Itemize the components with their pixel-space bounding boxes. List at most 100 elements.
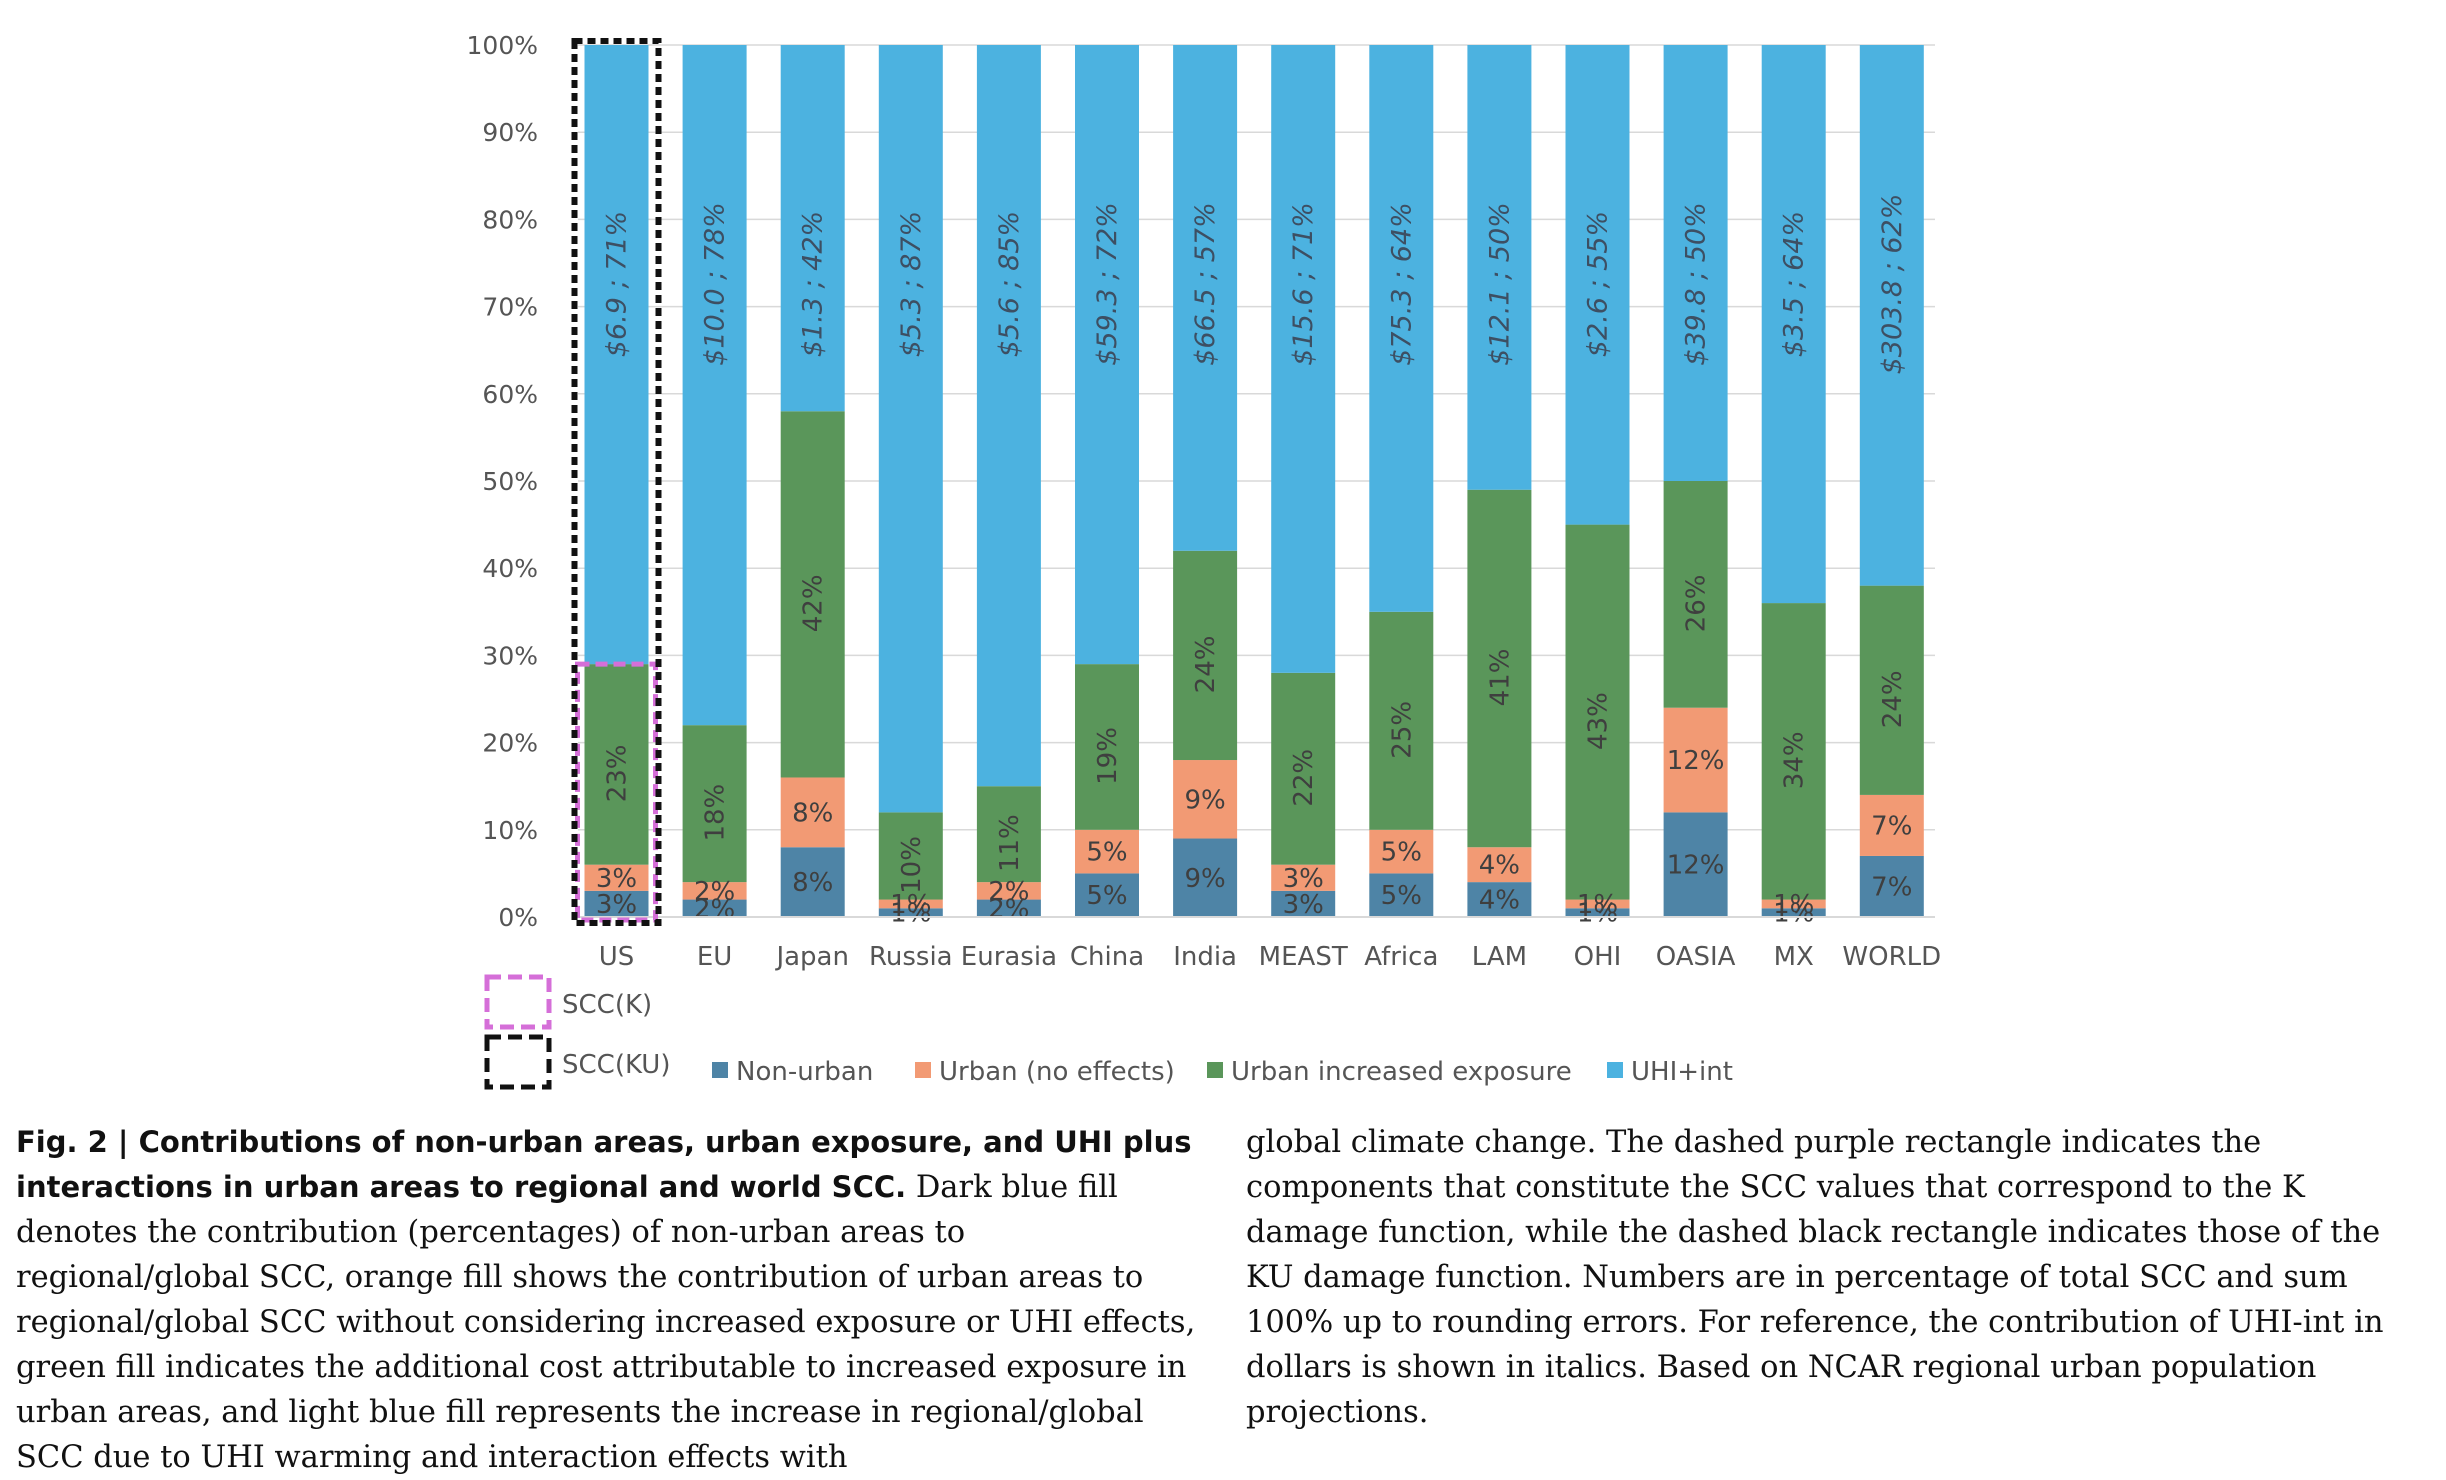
y-tick-label: 90% [482, 118, 538, 147]
x-tick-label: Russia [869, 942, 953, 972]
bar-segment [976, 899, 1041, 917]
bar-segment [976, 786, 1041, 883]
data-label: 24% [1191, 636, 1221, 694]
legend-scc-k-swatch [484, 974, 552, 1030]
uhi-label: $6.9 ; 71% [602, 211, 633, 357]
caption-left-text: Dark blue fill denotes the contribution … [16, 1170, 1196, 1475]
bar-segment [780, 45, 845, 412]
bar-segment [584, 45, 649, 665]
legend-label: UHI+int [1631, 1057, 1733, 1087]
bar-segment [780, 411, 845, 778]
bar-segment [1271, 672, 1336, 865]
x-tick-label: US [599, 942, 635, 972]
x-tick-label: OHI [1574, 942, 1622, 972]
x-tick-label: Africa [1364, 942, 1438, 972]
legend-label: Urban increased exposure [1231, 1057, 1572, 1087]
bar-segment [1859, 585, 1924, 795]
bar-segment [1859, 45, 1924, 586]
bar-segment [878, 908, 943, 917]
bar-segment [878, 45, 943, 813]
bar-segment [1467, 882, 1532, 917]
data-label: 1% [1577, 890, 1618, 920]
data-label: 1% [1773, 899, 1814, 929]
bar-segment [1075, 664, 1139, 830]
bar-segment [1663, 481, 1728, 708]
data-label: 11% [995, 814, 1025, 872]
x-tick-label: LAM [1472, 942, 1527, 972]
y-tick-label: 50% [482, 467, 538, 496]
data-label: 22% [1289, 749, 1319, 807]
x-tick-label: MEAST [1259, 942, 1348, 972]
bar-segment [1565, 899, 1630, 909]
data-label: 1% [1773, 890, 1814, 920]
bar-segment [976, 45, 1041, 787]
x-axis: US EU Japan Russia Eurasia China India MEAST Afr… [578, 916, 1941, 972]
data-label: 2% [694, 877, 735, 907]
bar-segment [1663, 812, 1728, 917]
y-tick-label: 0% [498, 903, 538, 932]
legend-label: Non-urban [736, 1057, 873, 1087]
uhi-label: $2.6 ; 55% [1583, 211, 1614, 357]
figure-caption: Fig. 2 | Contributions of non-urban area… [16, 1120, 2426, 1480]
data-label: 10% [897, 836, 927, 894]
x-tick-label: OASIA [1656, 942, 1736, 972]
data-label: 26% [1682, 574, 1712, 632]
x-tick-label: WORLD [1842, 942, 1941, 972]
data-label: 2% [694, 894, 735, 924]
uhi-label: $5.3 ; 87% [896, 211, 927, 357]
legend-scc-ku-swatch [484, 1034, 552, 1090]
bar-segment [1173, 760, 1238, 839]
bar-segment [1271, 45, 1336, 673]
bar-segment [1075, 45, 1139, 665]
data-label: 7% [1871, 811, 1912, 841]
data-label: 1% [890, 890, 931, 920]
x-tick-label: India [1173, 942, 1237, 972]
data-label: 5% [1086, 881, 1127, 911]
y-axis: 0% 10% 20% 30% 40% 50% 60% 70% 80% 90% 100% [467, 31, 538, 932]
data-label: 2% [988, 894, 1029, 924]
x-tick-label: EU [697, 942, 732, 972]
scc-ku-box [571, 38, 662, 926]
x-tick-label: Japan [774, 942, 849, 972]
bar-segment [1173, 45, 1238, 551]
bar-segment [584, 664, 649, 865]
uhi-label: $5.6 ; 85% [994, 211, 1025, 357]
bar-segment [780, 777, 845, 848]
data-label: 5% [1086, 838, 1127, 868]
legend-scc-ku-label: SCC(KU) [562, 1050, 670, 1080]
bar-segment [1173, 838, 1238, 917]
bar-segment [682, 45, 747, 726]
bar-segment [1369, 829, 1434, 874]
uhi-label: $3.5 ; 64% [1779, 211, 1810, 357]
uhi-label: $75.3 ; 64% [1386, 202, 1417, 366]
uhi-label: $66.5 ; 57% [1190, 202, 1221, 366]
bar-segment [1467, 45, 1532, 490]
bar-segment [1173, 550, 1238, 761]
bar-segment [1663, 707, 1728, 813]
data-label: 3% [596, 890, 637, 920]
bar-segment [682, 882, 747, 900]
y-tick-label: 80% [482, 205, 538, 234]
data-label: 9% [1184, 785, 1225, 815]
data-label: 3% [1283, 890, 1324, 920]
uhi-label: $1.3 ; 42% [798, 211, 829, 357]
data-label: 3% [1283, 864, 1324, 894]
uhi-label: $10.0 ; 78% [700, 202, 731, 366]
bar-segment [976, 882, 1041, 900]
legend: SCC(K) SCC(KU) Non-urban Urban (no effects)… [484, 974, 1733, 1090]
legend-swatch [1207, 1062, 1223, 1078]
y-tick-label: 70% [482, 293, 538, 322]
data-label: 8% [792, 868, 833, 898]
bar-segment [1761, 45, 1826, 604]
bar-segment [1663, 45, 1728, 481]
x-tick-label: MX [1774, 942, 1814, 972]
legend-scc-k-label: SCC(K) [562, 990, 652, 1020]
legend-swatch [712, 1062, 728, 1078]
data-label: 34% [1780, 731, 1810, 789]
caption-left-column: Fig. 2 | Contributions of non-urban area… [16, 1120, 1196, 1480]
bar-segment [1271, 864, 1336, 891]
scc-boxes [571, 38, 662, 926]
bars: 3%3%23%$6.9 ; 71%2%2%18%$10.0 ; 78%8%8%4… [584, 45, 1924, 929]
data-label: 12% [1667, 851, 1725, 881]
data-label: 12% [1667, 746, 1725, 776]
